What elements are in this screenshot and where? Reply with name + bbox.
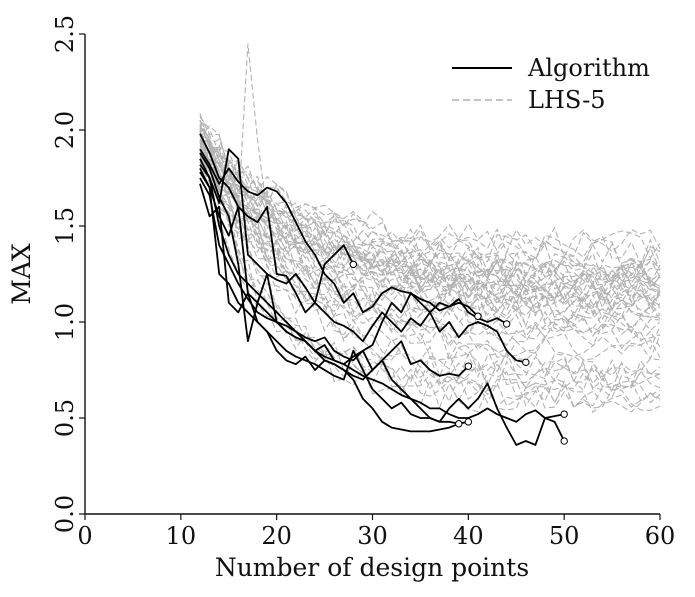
lhs5-series-line bbox=[199, 130, 661, 293]
algorithm-series-group bbox=[199, 133, 568, 446]
lhs5-series-line bbox=[199, 130, 661, 404]
lhs5-series-group bbox=[199, 43, 661, 414]
lhs5-series-line bbox=[199, 129, 661, 351]
algorithm-series-line bbox=[199, 164, 566, 446]
algorithm-endpoint-marker bbox=[464, 418, 473, 426]
x-tick-label: 30 bbox=[357, 522, 388, 550]
algorithm-endpoint-marker bbox=[455, 420, 463, 428]
lhs5-series-line bbox=[199, 119, 661, 358]
lhs5-series-line bbox=[199, 139, 661, 338]
lhs5-series-line bbox=[199, 125, 661, 303]
legend-label-algorithm: Algorithm bbox=[527, 54, 650, 82]
algorithm-endpoint-marker bbox=[502, 320, 511, 328]
algorithm-endpoint-marker bbox=[349, 260, 358, 269]
lhs5-series-line bbox=[199, 116, 661, 286]
x-tick-label: 40 bbox=[453, 522, 484, 550]
lhs5-series-line bbox=[199, 115, 661, 318]
algorithm-endpoint-marker bbox=[474, 312, 482, 320]
y-tick-label: 2.0 bbox=[51, 111, 79, 149]
y-ticks: 0.0 0.5 1.0 1.5 2.0 2.5 bbox=[51, 15, 85, 533]
lhs5-series-line bbox=[199, 125, 661, 348]
legend: Algorithm LHS-5 bbox=[452, 54, 650, 114]
lhs5-series-line bbox=[199, 132, 661, 330]
algorithm-endpoint-marker bbox=[560, 410, 568, 418]
lhs5-series-line bbox=[199, 129, 661, 414]
lhs5-series-line bbox=[199, 144, 661, 281]
y-tick-label: 1.5 bbox=[51, 207, 79, 245]
lhs5-series-line bbox=[199, 148, 661, 393]
x-tick-label: 20 bbox=[261, 522, 292, 550]
lhs5-series-line bbox=[199, 132, 661, 304]
x-tick-label: 10 bbox=[166, 522, 197, 550]
algorithm-series-line bbox=[199, 148, 508, 343]
lhs5-series-line bbox=[199, 120, 661, 266]
y-tick-label: 1.0 bbox=[51, 303, 79, 341]
lhs5-series-line bbox=[199, 152, 661, 260]
lhs5-series-line bbox=[199, 149, 661, 392]
lhs5-series-line bbox=[199, 123, 661, 413]
lhs5-series-line bbox=[199, 140, 661, 390]
x-axis-title: Number of design points bbox=[215, 553, 529, 582]
lhs5-series-line bbox=[199, 140, 661, 312]
lhs5-series-line bbox=[199, 125, 661, 361]
y-tick-label: 0.0 bbox=[51, 495, 79, 533]
x-tick-label: 0 bbox=[77, 522, 92, 550]
y-tick-label: 0.5 bbox=[51, 399, 79, 437]
algorithm-endpoint-marker bbox=[522, 358, 530, 367]
lhs5-series-line bbox=[199, 142, 661, 385]
lhs5-series-line bbox=[199, 113, 661, 285]
algorithm-endpoint-marker bbox=[464, 362, 473, 370]
algorithm-series-line bbox=[199, 152, 565, 423]
algorithm-series-line bbox=[199, 133, 355, 314]
lhs5-series-line bbox=[199, 142, 661, 259]
x-tick-label: 60 bbox=[645, 522, 676, 550]
x-tick-label: 50 bbox=[549, 522, 580, 550]
y-axis-title: MAX bbox=[7, 243, 36, 305]
algorithm-endpoint-marker bbox=[560, 437, 568, 445]
lhs5-series-line bbox=[199, 149, 661, 408]
lhs5-series-line bbox=[199, 145, 661, 324]
x-ticks: 0 10 20 30 40 50 60 bbox=[77, 514, 675, 550]
lhs5-series-line bbox=[199, 161, 661, 389]
lhs5-series-line bbox=[199, 163, 661, 274]
lhs5-series-line bbox=[199, 151, 661, 383]
y-tick-label: 2.5 bbox=[51, 15, 79, 53]
lhs5-series-line bbox=[199, 151, 661, 292]
lhs5-series-line bbox=[199, 140, 661, 340]
algorithm-series-line bbox=[199, 148, 479, 317]
lhs5-series-line bbox=[199, 127, 661, 339]
lhs5-series-line bbox=[199, 157, 661, 288]
lhs5-series-line bbox=[199, 151, 661, 317]
lhs5-series-line bbox=[199, 138, 661, 320]
legend-label-lhs5: LHS-5 bbox=[528, 86, 606, 114]
lhs5-series-line bbox=[199, 144, 661, 285]
